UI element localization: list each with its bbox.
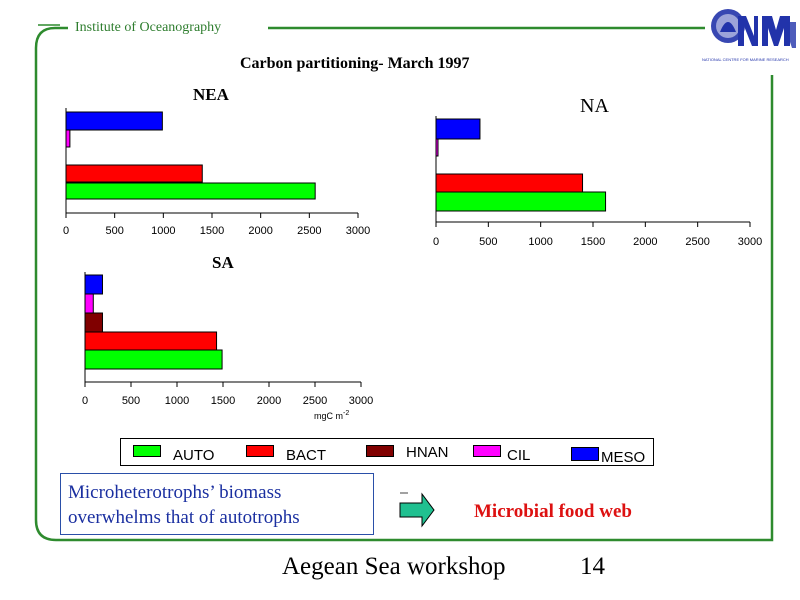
x-tick-label: 3000	[349, 395, 373, 407]
note-box: Microheterotrophs’ biomass overwhelms th…	[60, 473, 374, 535]
chart-sa: 0 500 1000 1500 2000 2500 3000	[82, 272, 373, 407]
x-tick-label: 2000	[257, 395, 281, 407]
food-web-label: Microbial food web	[474, 501, 632, 522]
x-tick-label: 500	[122, 395, 140, 407]
x-tick-label: 1000	[165, 395, 189, 407]
note-text: Microheterotrophs’ biomass overwhelms th…	[68, 480, 300, 530]
frame-border	[34, 26, 774, 542]
bar-meso	[65, 111, 163, 131]
x-tick-label: 1500	[581, 236, 605, 248]
bar-bact	[84, 331, 218, 351]
logo-caption: NATIONAL CENTRE FOR MARINE RESEARCH	[702, 57, 789, 62]
note-line-2: overwhelms that of autotrophs	[68, 507, 300, 528]
bar-meso	[84, 274, 103, 295]
note-line-1: Microheterotrophs’ biomass	[68, 482, 282, 503]
slide-number: 14	[580, 553, 605, 580]
chart-title-na: NA	[580, 95, 609, 117]
unit-label: mgC m-2	[314, 410, 349, 421]
bar-meso	[435, 118, 481, 140]
legend-label-cil: CIL	[507, 447, 531, 464]
unit-label-text: mgC m	[314, 411, 343, 421]
bar-auto	[435, 191, 607, 212]
chart-title-nea: NEA	[193, 85, 229, 104]
x-tick-label: 1000	[528, 236, 552, 248]
bar-bact	[435, 173, 584, 193]
x-tick-label: 1000	[151, 225, 175, 237]
legend-label-bact: BACT	[286, 447, 327, 464]
x-tick-label: 2500	[303, 395, 327, 407]
legend-swatch-meso	[571, 447, 599, 461]
x-tick-label: 2500	[297, 225, 321, 237]
legend-swatch-hnan	[366, 445, 394, 457]
x-tick-label: 0	[82, 395, 88, 407]
legend-swatch-cil	[473, 445, 501, 457]
x-tick-label: 1500	[200, 225, 224, 237]
institute-label: Institute of Oceanography	[75, 20, 222, 35]
x-tick-label: 500	[479, 236, 497, 248]
bar-bact	[65, 164, 203, 183]
bar-auto	[65, 182, 316, 200]
x-tick-label: 500	[105, 225, 123, 237]
bar-cil	[84, 293, 94, 314]
x-tick-label: 3000	[738, 236, 762, 248]
x-tick-label: 0	[63, 225, 69, 237]
chart-na: 0 500 1000 1500 2000 2500 3000	[433, 116, 762, 248]
x-tick-label: 2500	[685, 236, 709, 248]
main-title: Carbon partitioning- March 1997	[240, 55, 470, 72]
x-tick-label: 0	[433, 236, 439, 248]
legend: AUTO BACT HNAN CIL MESO	[120, 438, 654, 466]
x-tick-label: 2000	[248, 225, 272, 237]
x-tick-label: 1500	[211, 395, 235, 407]
unit-label-exponent: -2	[343, 410, 350, 417]
chart-title-sa: SA	[212, 253, 234, 272]
legend-swatch-bact	[246, 445, 274, 457]
bar-auto	[84, 349, 223, 370]
bar-cil	[65, 129, 71, 148]
legend-swatch-auto	[133, 445, 161, 457]
bar-cil	[435, 138, 439, 157]
x-tick-label: 3000	[346, 225, 370, 237]
legend-label-hnan: HNAN	[406, 444, 449, 461]
chart-nea: 0 500 1000 1500 2000 2500 3000	[63, 108, 370, 237]
footer-title: Aegean Sea workshop	[282, 553, 506, 580]
right-arrow-icon	[399, 492, 435, 528]
ncmr-logo	[711, 9, 796, 48]
x-tick-label: 2000	[633, 236, 657, 248]
bar-hnan	[84, 312, 103, 333]
legend-label-auto: AUTO	[173, 447, 215, 464]
legend-label-meso: MESO	[601, 449, 646, 466]
